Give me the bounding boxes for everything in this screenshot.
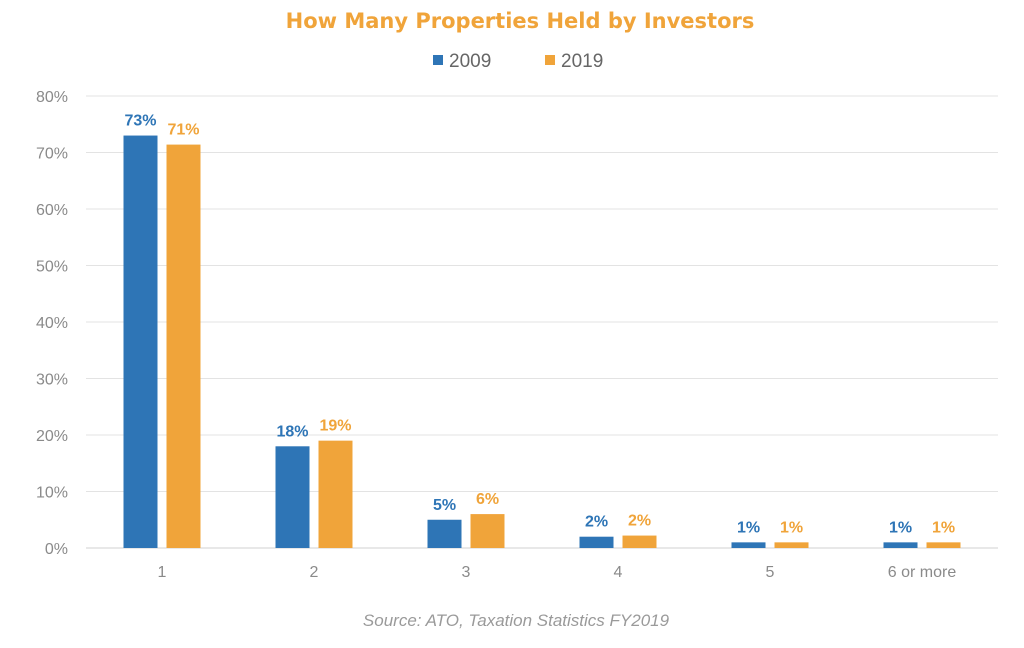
y-tick-label: 70% (36, 146, 68, 163)
gridlines (86, 95, 998, 549)
bar-2009-5 (731, 542, 766, 548)
data-label-2009-6-or-more: 1% (889, 519, 912, 536)
data-label-2019-4: 2% (628, 513, 651, 530)
bar-2019-2 (318, 440, 353, 548)
data-label-2019-3: 6% (476, 491, 499, 508)
legend-label-2019: 2019 (561, 51, 603, 72)
source-note: Source: ATO, Taxation Statistics FY2019 (363, 611, 670, 630)
bar-2009-1 (123, 135, 158, 549)
x-tick-label: 6 or more (888, 564, 957, 581)
data-labels: 73% 71% 18% 19% 5% 6% 2% 2% 1% 1% 1% 1% (124, 113, 955, 537)
x-tick-label: 1 (158, 564, 167, 581)
legend: 2009 2019 (433, 51, 603, 72)
x-tick-label: 3 (462, 564, 471, 581)
y-tick-label: 80% (36, 89, 68, 106)
data-label-2009-2: 18% (276, 423, 308, 440)
chart-title: How Many Properties Held by Investors (286, 9, 755, 33)
y-axis-ticks: 0% 10% 20% 30% 40% 50% 60% 70% 80% (36, 89, 68, 558)
y-tick-label: 10% (36, 485, 68, 502)
y-tick-label: 30% (36, 372, 68, 389)
x-tick-label: 4 (614, 564, 623, 581)
x-axis-ticks: 1 2 3 4 5 6 or more (158, 564, 957, 581)
bar-2019-4 (622, 535, 657, 548)
y-tick-label: 60% (36, 202, 68, 219)
data-label-2009-3: 5% (433, 497, 456, 514)
bar-2009-4 (579, 536, 614, 548)
bar-2019-1 (166, 144, 201, 548)
y-tick-label: 40% (36, 315, 68, 332)
x-tick-label: 2 (310, 564, 319, 581)
y-tick-label: 0% (45, 541, 68, 558)
data-label-2019-2: 19% (319, 418, 351, 435)
data-label-2019-6-or-more: 1% (932, 519, 955, 536)
bar-2009-3 (427, 519, 462, 548)
bar-2009-2 (275, 446, 310, 548)
bars (123, 135, 961, 549)
y-tick-label: 50% (36, 259, 68, 276)
bar-2009-6-or-more (883, 542, 918, 548)
data-label-2019-5: 1% (780, 519, 803, 536)
bar-2019-3 (470, 514, 505, 548)
data-label-2009-5: 1% (737, 519, 760, 536)
data-label-2019-1: 71% (167, 122, 199, 139)
x-tick-label: 5 (766, 564, 775, 581)
legend-label-2009: 2009 (449, 51, 491, 72)
y-tick-label: 20% (36, 428, 68, 445)
bar-2019-6-or-more (926, 542, 961, 548)
data-label-2009-1: 73% (124, 113, 156, 130)
bar-2019-5 (774, 542, 809, 548)
legend-swatch-2009 (433, 55, 443, 65)
legend-swatch-2019 (545, 55, 555, 65)
data-label-2009-4: 2% (585, 514, 608, 531)
